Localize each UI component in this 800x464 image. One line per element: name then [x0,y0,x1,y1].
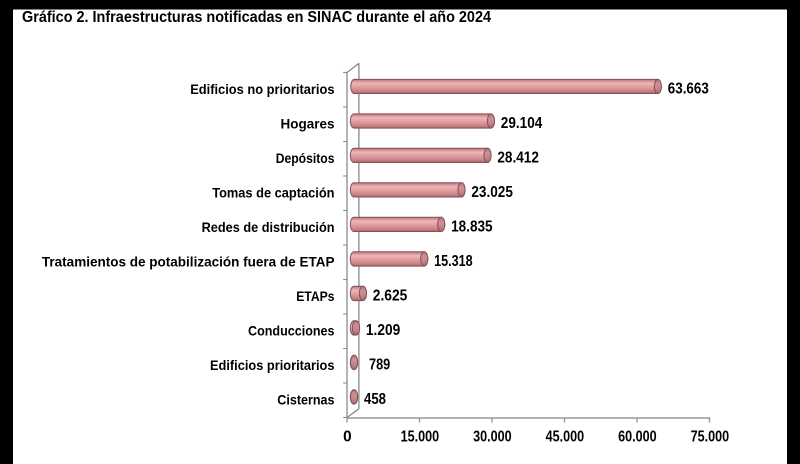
svg-text:Hogares: Hogares [281,116,335,132]
svg-text:2.625: 2.625 [373,288,408,305]
svg-text:Tomas de captación: Tomas de captación [212,185,334,201]
svg-text:63.663: 63.663 [668,81,709,98]
svg-text:15.000: 15.000 [401,428,440,445]
svg-text:Tratamientos de potabilización: Tratamientos de potabilización fuera de … [42,254,335,270]
svg-text:18.835: 18.835 [451,219,493,236]
svg-text:ETAPs: ETAPs [296,288,334,304]
svg-text:0: 0 [343,428,352,445]
svg-text:458: 458 [364,391,386,408]
svg-text:15.318: 15.318 [434,253,473,270]
svg-text:30.000: 30.000 [473,428,512,445]
svg-text:Conducciones: Conducciones [248,323,335,339]
svg-text:Gráfico 2. Infraestructuras no: Gráfico 2. Infraestructuras notificadas … [22,9,491,26]
svg-text:45.000: 45.000 [546,428,585,445]
svg-text:Depósitos: Depósitos [276,150,335,166]
svg-text:789: 789 [369,357,390,374]
svg-text:1.209: 1.209 [366,322,401,339]
svg-text:60.000: 60.000 [618,428,657,445]
svg-text:Edificios no prioritarios: Edificios no prioritarios [190,81,334,97]
svg-text:Cisternas: Cisternas [277,392,334,408]
svg-text:Redes de distribución: Redes de distribución [202,219,335,235]
svg-text:23.025: 23.025 [471,184,513,201]
svg-text:Edificios prioritarios: Edificios prioritarios [210,357,335,373]
svg-text:29.104: 29.104 [501,115,543,132]
svg-text:75.000: 75.000 [691,428,730,445]
svg-text:28.412: 28.412 [497,150,539,167]
